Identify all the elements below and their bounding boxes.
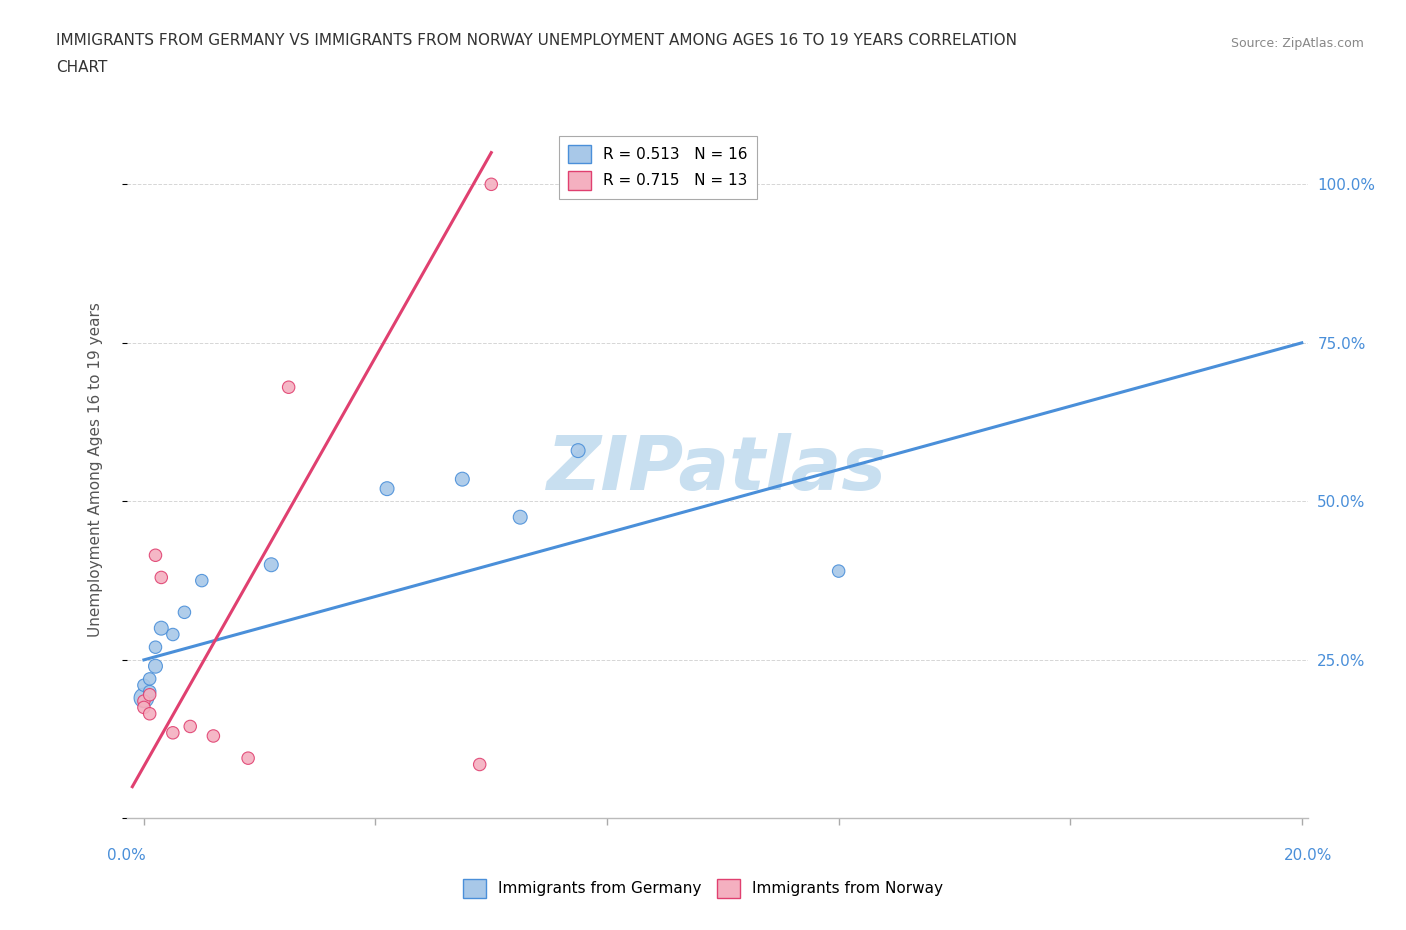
Point [479, 177, 502, 192]
Point [145, 548, 167, 563]
Point [138, 707, 160, 722]
Point [138, 687, 160, 702]
Point [509, 510, 531, 525]
Point [236, 751, 259, 765]
Point [173, 604, 195, 619]
Point [162, 627, 184, 642]
Text: CHART: CHART [56, 60, 108, 75]
Point [132, 678, 155, 693]
Legend: Immigrants from Germany, Immigrants from Norway: Immigrants from Germany, Immigrants from… [457, 873, 949, 904]
Point [451, 472, 474, 486]
Point [202, 728, 225, 743]
Point [145, 658, 167, 673]
Point [277, 379, 299, 394]
Point [150, 620, 173, 635]
Text: Source: ZipAtlas.com: Source: ZipAtlas.com [1230, 37, 1364, 50]
Text: 20.0%: 20.0% [1284, 848, 1331, 863]
Point [260, 557, 283, 572]
Text: 0.0%: 0.0% [107, 848, 146, 863]
Text: ZIPatlas: ZIPatlas [547, 433, 887, 506]
Point [162, 725, 184, 740]
Y-axis label: Unemployment Among Ages 16 to 19 years: Unemployment Among Ages 16 to 19 years [89, 302, 103, 637]
Point [827, 564, 849, 578]
Point [567, 444, 589, 458]
Point [150, 570, 173, 585]
Point [375, 481, 398, 496]
Point [191, 573, 214, 588]
Text: IMMIGRANTS FROM GERMANY VS IMMIGRANTS FROM NORWAY UNEMPLOYMENT AMONG AGES 16 TO : IMMIGRANTS FROM GERMANY VS IMMIGRANTS FR… [56, 33, 1017, 47]
Point [468, 757, 491, 772]
Point [138, 684, 160, 699]
Legend: R = 0.513   N = 16, R = 0.715   N = 13: R = 0.513 N = 16, R = 0.715 N = 13 [560, 136, 756, 199]
Point [132, 694, 155, 709]
Point [132, 690, 155, 705]
Point [138, 671, 160, 686]
Point [145, 640, 167, 655]
Point [179, 719, 201, 734]
Point [132, 700, 155, 715]
